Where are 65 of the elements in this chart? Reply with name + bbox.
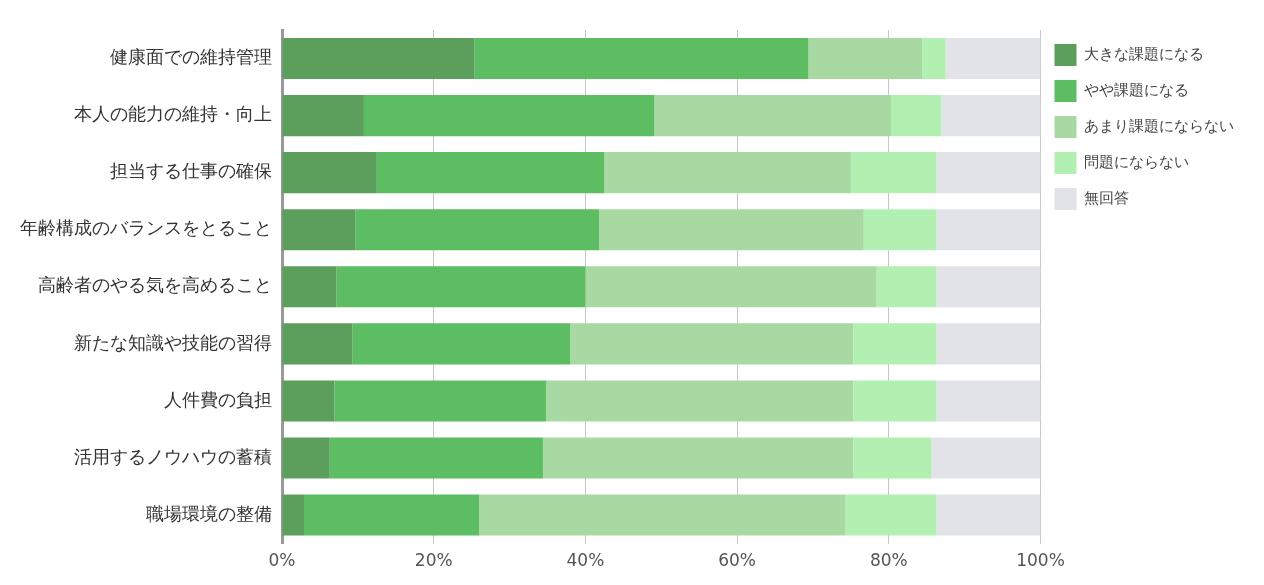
x-tick-label: 40%	[566, 550, 605, 571]
bar	[352, 323, 571, 365]
bar	[850, 152, 937, 194]
bar	[922, 37, 946, 80]
bar	[654, 95, 892, 137]
bar	[945, 37, 1041, 80]
y-tick-label: 本人の能力の維持・向上	[74, 103, 272, 125]
bar	[334, 380, 546, 422]
bar	[604, 152, 851, 194]
bar	[282, 437, 330, 479]
bar	[599, 209, 864, 251]
bar	[282, 266, 337, 308]
bar	[355, 209, 600, 251]
bar	[329, 437, 543, 479]
bar	[542, 437, 854, 479]
bar	[282, 209, 356, 251]
bar	[891, 95, 942, 137]
y-tick-label: 活用するノウハウの蓄積	[74, 445, 272, 467]
bar	[808, 37, 923, 80]
bar	[282, 380, 335, 422]
bar	[941, 95, 1041, 137]
legend-label: 無回答	[1084, 188, 1129, 207]
legend-label: 大きな課題になる	[1084, 44, 1204, 63]
bar	[936, 323, 1041, 365]
legend-label: 問題にならない	[1084, 152, 1189, 171]
y-tick-label: 担当する仕事の確保	[110, 160, 272, 182]
x-tick-label: 60%	[718, 550, 756, 571]
x-tick-label: 0%	[268, 550, 296, 571]
bar	[936, 209, 1041, 251]
y-tick-label: 新たな知識や技能の習得	[74, 331, 272, 353]
bar	[936, 266, 1041, 308]
bar	[376, 152, 605, 194]
bar	[876, 266, 937, 308]
bar	[936, 152, 1041, 194]
bar	[282, 152, 377, 194]
bar	[931, 437, 1041, 479]
bar	[585, 266, 877, 308]
bar	[545, 380, 854, 422]
bar	[863, 209, 937, 251]
bar	[282, 494, 304, 536]
bar	[853, 380, 937, 422]
y-tick-label: 健康面での維持管理	[110, 46, 272, 68]
x-tick-label: 100%	[1016, 550, 1065, 571]
bar	[363, 95, 655, 137]
bar	[304, 494, 480, 536]
bar	[474, 37, 809, 80]
y-tick-label: 年齢構成のバランスをとること	[20, 217, 272, 239]
x-tick-label: 80%	[869, 550, 908, 571]
legend-label: やや課題になる	[1084, 80, 1189, 99]
bar	[570, 323, 854, 365]
bar	[853, 437, 932, 479]
legend-label: あまり課題にならない	[1084, 116, 1234, 135]
bar	[282, 323, 353, 365]
x-tick-label: 20%	[414, 550, 453, 571]
y-tick-label: 職場環境の整備	[146, 502, 272, 524]
bar	[479, 494, 846, 536]
y-tick-label: 人件費の負担	[164, 388, 272, 410]
bar	[936, 494, 1041, 536]
bar	[853, 323, 937, 365]
bar	[282, 95, 364, 137]
bar	[845, 494, 937, 536]
y-tick-label: 高齢者のやる気を高めること	[38, 274, 272, 296]
bar	[336, 266, 586, 308]
bar	[282, 37, 475, 80]
bar	[936, 380, 1041, 422]
